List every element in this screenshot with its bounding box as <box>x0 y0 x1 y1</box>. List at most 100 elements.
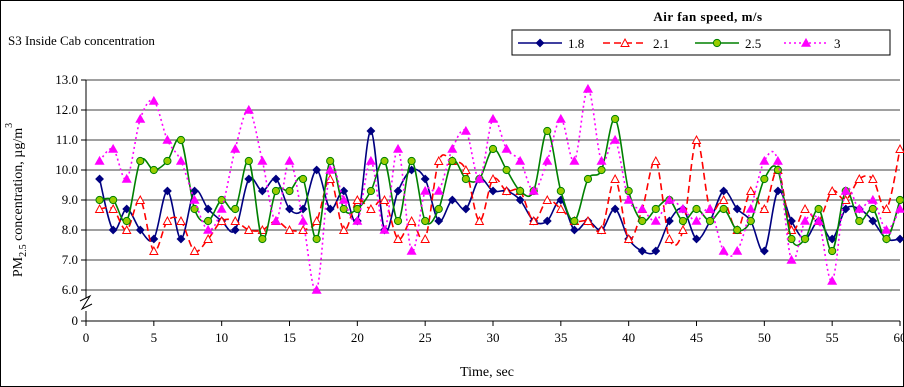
legend-item-3: 3 <box>784 36 841 51</box>
data-point <box>122 216 131 226</box>
data-point <box>528 215 539 225</box>
data-point <box>570 216 579 226</box>
data-point <box>338 194 349 204</box>
data-point <box>204 216 213 226</box>
data-point <box>487 113 499 123</box>
x-tick-label: 60 <box>894 330 904 345</box>
data-point <box>705 216 715 226</box>
data-point <box>163 156 172 166</box>
data-point <box>650 215 661 225</box>
data-point <box>651 204 660 214</box>
y-tick-label: 11.0 <box>56 132 78 147</box>
data-point <box>284 224 295 234</box>
y-tick-label: 7.0 <box>62 252 78 267</box>
data-point <box>325 204 335 214</box>
series-group <box>94 83 904 294</box>
data-point <box>365 155 376 165</box>
data-point <box>312 234 321 244</box>
data-point <box>108 143 119 153</box>
data-point <box>542 216 552 226</box>
data-point <box>244 156 253 166</box>
legend-item-1: 2.1 <box>603 36 669 51</box>
data-point <box>231 204 240 214</box>
data-point <box>447 195 457 205</box>
y-axis-label-part: PM <box>11 256 26 277</box>
data-point <box>312 165 322 175</box>
series-2 <box>95 114 904 256</box>
data-point <box>366 203 376 213</box>
data-point <box>108 203 118 213</box>
data-point <box>393 186 403 196</box>
data-point <box>502 165 511 175</box>
data-point <box>298 215 309 225</box>
data-point <box>94 203 105 213</box>
data-point <box>433 185 444 195</box>
data-point <box>406 245 417 255</box>
data-point <box>488 173 498 183</box>
data-point <box>638 216 647 226</box>
data-point <box>270 215 281 225</box>
data-point <box>677 203 688 213</box>
data-point <box>691 215 702 225</box>
chart-title: S3 Inside Cab concentration <box>8 33 155 48</box>
data-point <box>814 204 823 214</box>
data-point <box>515 195 525 205</box>
data-point <box>243 224 254 234</box>
data-point <box>122 204 132 214</box>
data-point <box>203 204 213 214</box>
data-point <box>461 174 470 184</box>
data-point <box>637 203 648 213</box>
data-point <box>555 203 566 213</box>
x-axis-label: Time, sec <box>460 365 514 380</box>
legend-marker <box>620 37 630 47</box>
y-axis-label-part: concentration, µg/m <box>11 128 26 245</box>
data-point <box>569 155 580 165</box>
data-point <box>203 233 213 243</box>
data-point <box>732 245 743 255</box>
data-point <box>474 215 485 225</box>
data-point <box>285 186 294 196</box>
data-point <box>610 204 620 214</box>
data-point <box>488 186 498 196</box>
data-point <box>623 233 634 243</box>
data-point <box>678 224 688 234</box>
data-point <box>800 215 811 225</box>
legend-label: 2.1 <box>653 36 669 51</box>
data-point <box>326 156 335 166</box>
data-point <box>447 143 458 153</box>
data-point <box>311 284 322 294</box>
data-point <box>868 216 878 226</box>
data-point <box>556 186 565 196</box>
data-point <box>162 186 172 196</box>
y-tick-label: 9.0 <box>62 192 78 207</box>
data-point <box>786 254 797 264</box>
data-point <box>759 246 769 256</box>
data-point <box>298 174 308 184</box>
y-tick-label: 10.0 <box>55 162 78 177</box>
y-axis-label-part: 3 <box>4 123 15 128</box>
data-point <box>488 144 498 154</box>
data-point <box>840 185 851 195</box>
x-tick-labels: 0 5 10 15 20 25 30 35 40 45 50 55 60 <box>83 330 904 345</box>
data-point <box>216 215 227 225</box>
data-point <box>393 233 403 243</box>
data-point <box>433 155 444 165</box>
data-point <box>243 104 254 114</box>
data-point <box>135 194 146 204</box>
data-point <box>610 173 620 183</box>
y-axis-break-mark <box>79 294 93 311</box>
data-point <box>148 95 159 105</box>
data-point <box>338 224 349 234</box>
data-point <box>868 204 877 214</box>
y-axis-label: PM2.5 concentration, µg/m3 <box>4 123 29 277</box>
legend-label: 3 <box>834 36 841 51</box>
x-tick-label: 0 <box>83 330 90 345</box>
data-point <box>420 185 431 195</box>
legend-label: 2.5 <box>745 36 761 51</box>
data-point <box>420 233 430 243</box>
data-point <box>610 134 621 144</box>
data-point <box>149 234 159 244</box>
series-line-3 <box>98 88 901 292</box>
data-point <box>664 194 675 204</box>
data-point <box>257 155 268 165</box>
